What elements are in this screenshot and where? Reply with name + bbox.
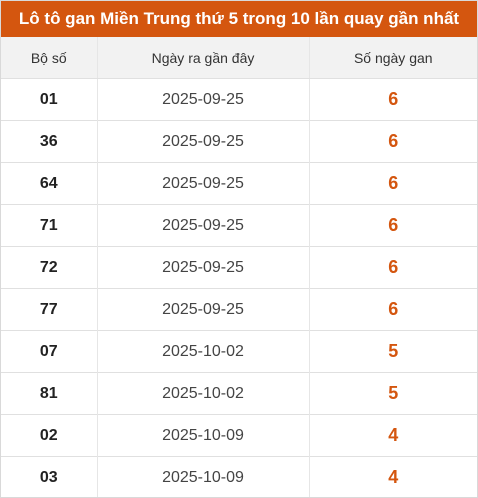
cell-number: 36 — [1, 120, 97, 163]
cell-date: 2025-09-25 — [96, 204, 309, 247]
cell-number: 81 — [1, 372, 97, 415]
cell-date: 2025-09-25 — [96, 288, 309, 331]
table-row: 64 2025-09-25 6 — [1, 162, 477, 205]
cell-days: 6 — [308, 120, 477, 163]
lo-gan-table: Bộ số Ngày ra gần đây Số ngày gan 01 202… — [1, 37, 477, 497]
cell-date: 2025-09-25 — [96, 78, 309, 121]
header-so-ngay-gan: Số ngày gan — [308, 37, 477, 79]
cell-days: 4 — [308, 456, 477, 497]
cell-date: 2025-10-02 — [96, 330, 309, 373]
cell-days: 6 — [308, 288, 477, 331]
table-row: 01 2025-09-25 6 — [1, 78, 477, 121]
header-ngay-ra: Ngày ra gần đây — [96, 37, 309, 79]
cell-number: 77 — [1, 288, 97, 331]
cell-date: 2025-10-09 — [96, 456, 309, 497]
cell-number: 03 — [1, 456, 97, 497]
table-row: 36 2025-09-25 6 — [1, 120, 477, 163]
cell-days: 4 — [308, 414, 477, 457]
cell-number: 71 — [1, 204, 97, 247]
cell-date: 2025-09-25 — [96, 120, 309, 163]
table-row: 77 2025-09-25 6 — [1, 288, 477, 331]
cell-number: 01 — [1, 78, 97, 121]
cell-number: 07 — [1, 330, 97, 373]
table-title: Lô tô gan Miền Trung thứ 5 trong 10 lần … — [1, 1, 477, 37]
table-row: 03 2025-10-09 4 — [1, 456, 477, 497]
cell-date: 2025-10-09 — [96, 414, 309, 457]
cell-days: 5 — [308, 330, 477, 373]
cell-days: 5 — [308, 372, 477, 415]
cell-date: 2025-09-25 — [96, 246, 309, 289]
cell-days: 6 — [308, 204, 477, 247]
table-row: 71 2025-09-25 6 — [1, 204, 477, 247]
cell-number: 02 — [1, 414, 97, 457]
cell-number: 72 — [1, 246, 97, 289]
cell-days: 6 — [308, 78, 477, 121]
cell-number: 64 — [1, 162, 97, 205]
table-row: 81 2025-10-02 5 — [1, 372, 477, 415]
cell-days: 6 — [308, 162, 477, 205]
table-header-row: Bộ số Ngày ra gần đây Số ngày gan — [1, 37, 477, 79]
table-row: 72 2025-09-25 6 — [1, 246, 477, 289]
cell-days: 6 — [308, 246, 477, 289]
table-row: 02 2025-10-09 4 — [1, 414, 477, 457]
table-row: 07 2025-10-02 5 — [1, 330, 477, 373]
header-bo-so: Bộ số — [1, 37, 97, 79]
cell-date: 2025-10-02 — [96, 372, 309, 415]
cell-date: 2025-09-25 — [96, 162, 309, 205]
